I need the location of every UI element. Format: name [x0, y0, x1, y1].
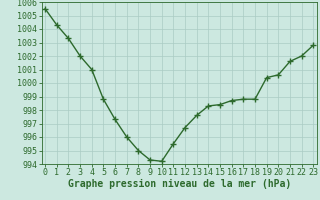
X-axis label: Graphe pression niveau de la mer (hPa): Graphe pression niveau de la mer (hPa) [68, 179, 291, 189]
